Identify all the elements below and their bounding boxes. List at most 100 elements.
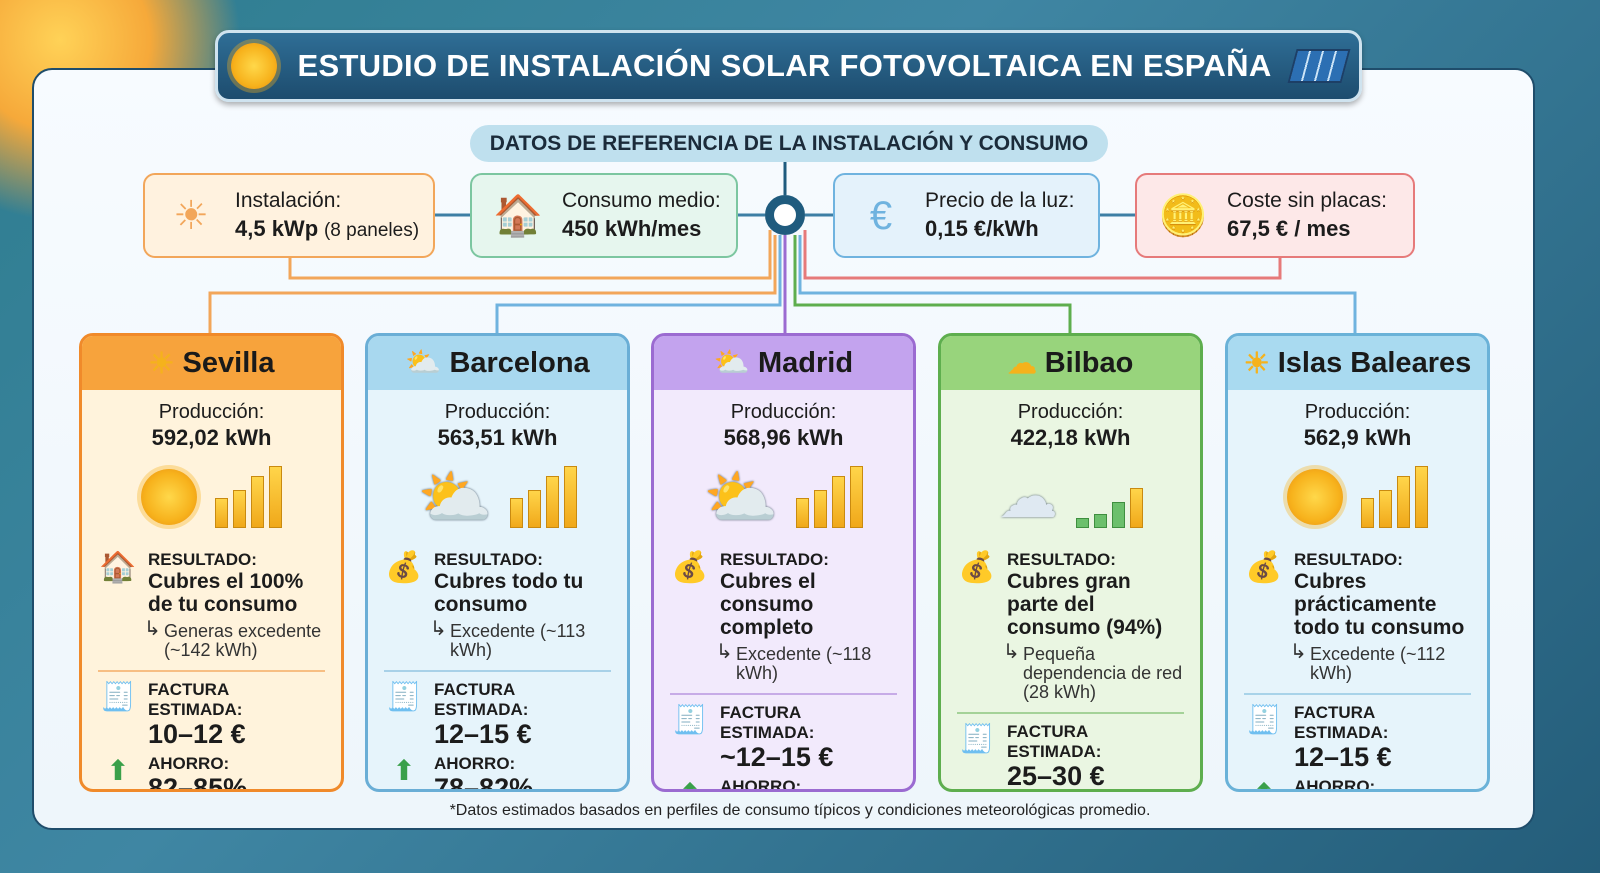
reference-card: 🏠 Consumo medio: 450 kWh/mes <box>470 173 738 258</box>
section-subtitle: DATOS DE REFERENCIA DE LA INSTALACIÓN Y … <box>470 125 1108 162</box>
city-name: Madrid <box>758 346 854 379</box>
production-bar <box>564 466 578 528</box>
production-bar <box>1415 466 1428 528</box>
sun-cloud-icon: ⛅ <box>417 463 493 531</box>
sun-icon <box>141 469 197 525</box>
reference-value: 0,15 €/kWh <box>925 215 1039 241</box>
production-bar <box>546 476 560 528</box>
city-header: ⛅ Madrid <box>654 336 913 390</box>
production-bar <box>1397 476 1410 528</box>
production-bar <box>796 498 810 528</box>
weather-icon: ☀ <box>1243 347 1270 380</box>
production-bars <box>796 466 864 528</box>
coins-growth-icon: 💰 <box>671 551 709 584</box>
weather-icon: ☁ <box>1007 347 1037 380</box>
savings-hand-icon: ⬆ <box>392 755 416 786</box>
result-text: Cubres el consumo completo <box>720 570 816 639</box>
production-bar <box>251 476 264 528</box>
result-label: RESULTADO: <box>1007 550 1116 569</box>
city-name: Barcelona <box>449 346 590 379</box>
result-note: Excedente (~118 kWh) <box>716 643 899 683</box>
city-card-sevilla: ☀ Sevilla Producción: 592,02 kWh 🏠 RESULTA… <box>79 333 344 792</box>
savings-hand-icon: ⬆ <box>106 755 130 786</box>
divider <box>957 712 1184 714</box>
bill-label: FACTURA ESTIMADA: <box>148 680 243 719</box>
production-bar <box>528 490 542 528</box>
production-value: 422,18 kWh <box>1010 425 1131 450</box>
bill-value: 12–15 € <box>434 719 532 749</box>
result-text: Cubres gran parte del consumo (94%) <box>1007 570 1163 639</box>
euro-plug-icon: € <box>869 193 893 238</box>
production-bar <box>1361 498 1374 528</box>
production-bars <box>510 466 578 528</box>
city-card-bilbao: ☁ Bilbao Producción: 422,18 kWh ☁ 💰 RESULT… <box>938 333 1203 792</box>
reference-card: ☀ Instalación: 4,5 kWp (8 paneles) <box>143 173 435 258</box>
result-text: Cubres prácticamente todo tu consumo <box>1294 570 1465 639</box>
production-bar <box>1379 490 1392 528</box>
result-text: Cubres el 100% de tu consumo <box>148 570 304 616</box>
city-card-islas-baleares: ☀ Islas Baleares Producción: 562,9 kWh 💰 R… <box>1225 333 1490 792</box>
invoice-euro-icon: 🧾 <box>100 681 136 712</box>
result-note: Excedente (~112 kWh) <box>1290 643 1473 683</box>
bill-label: FACTURA ESTIMADA: <box>434 680 529 719</box>
production-bar <box>1130 488 1143 528</box>
bill-value: 12–15 € <box>1294 742 1392 772</box>
savings-label: AHORRO: <box>720 777 802 792</box>
coins-growth-icon: 💰 <box>1245 551 1283 584</box>
coins-growth-icon: 💰 <box>385 551 423 584</box>
production-bars <box>215 466 282 528</box>
reference-card: € Precio de la luz: 0,15 €/kWh <box>833 173 1100 258</box>
production-label: Producción: <box>1304 401 1411 423</box>
divider <box>1244 693 1471 695</box>
reference-card: 🪙 Coste sin placas: 67,5 € / mes <box>1135 173 1415 258</box>
coins-minus-icon: 🪙 <box>1158 193 1208 238</box>
house-lightning-icon: 🏠 <box>493 193 543 238</box>
savings-label: AHORRO: <box>434 754 516 773</box>
bill-label: FACTURA ESTIMADA: <box>1294 703 1389 742</box>
production-value: 568,96 kWh <box>723 425 844 450</box>
production-label: Producción: <box>1017 401 1124 423</box>
result-label: RESULTADO: <box>434 550 543 569</box>
bill-value: 25–30 € <box>1007 761 1105 791</box>
house-lightning-icon: 🏠 <box>99 551 137 584</box>
reference-label: Coste sin placas: <box>1227 188 1387 212</box>
production-value: 563,51 kWh <box>437 425 558 450</box>
invoice-euro-icon: 🧾 <box>672 704 708 735</box>
divider <box>98 670 325 672</box>
production-bar <box>269 466 282 528</box>
savings-value: 78–82% <box>434 773 534 792</box>
reference-label: Instalación: <box>235 188 342 212</box>
bill-value: ~12–15 € <box>720 742 834 772</box>
reference-extra: (8 paneles) <box>323 219 420 241</box>
page-title: ESTUDIO DE INSTALACIÓN SOLAR FOTOVOLTAIC… <box>297 48 1272 83</box>
cloud-icon: ☁ <box>998 463 1058 530</box>
city-name: Islas Baleares <box>1277 346 1472 379</box>
savings-value: 82–85% <box>148 773 248 792</box>
result-label: RESULTADO: <box>148 550 257 569</box>
weather-icon: ⛅ <box>713 347 751 379</box>
divider <box>384 670 611 672</box>
hub-node <box>765 195 805 235</box>
production-value: 562,9 kWh <box>1303 425 1412 450</box>
result-note: Generas excedente (~142 kWh) <box>144 620 327 660</box>
production-bars <box>1361 466 1428 528</box>
solar-panel-icon <box>1286 49 1351 83</box>
bill-label: FACTURA ESTIMADA: <box>720 703 815 742</box>
invoice-euro-icon: 🧾 <box>959 723 995 754</box>
city-header: ⛅ Barcelona <box>368 336 627 390</box>
divider <box>670 693 897 695</box>
reference-value: 450 kWh/mes <box>562 215 702 241</box>
production-bar <box>1076 518 1089 528</box>
savings-label: AHORRO: <box>1294 777 1376 792</box>
solar-panel-icon: ☀ <box>173 193 209 238</box>
production-bar <box>814 490 828 528</box>
city-header: ☁ Bilbao <box>941 336 1200 390</box>
result-label: RESULTADO: <box>1294 550 1403 569</box>
reference-label: Precio de la luz: <box>925 188 1075 212</box>
production-value: 592,02 kWh <box>151 425 272 450</box>
production-bar <box>1094 514 1107 528</box>
city-card-barcelona: ⛅ Barcelona Producción: 563,51 kWh ⛅ 💰 RES… <box>365 333 630 792</box>
weather-icon: ☀ <box>148 347 175 380</box>
bill-label: FACTURA ESTIMADA: <box>1007 722 1102 761</box>
production-bars <box>1076 466 1143 528</box>
